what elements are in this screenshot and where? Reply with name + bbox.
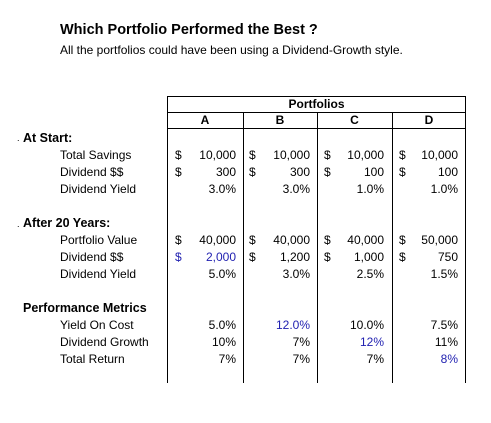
dollar-sign: $: [249, 233, 256, 247]
table-left-border: [167, 96, 168, 383]
cell-value: 7%: [366, 352, 384, 366]
column-divider-bc: [317, 112, 318, 383]
cell-value: 10,000: [273, 148, 310, 162]
column-header-c: C: [350, 113, 359, 127]
dollar-sign: $: [249, 250, 256, 264]
cell-value: 40,000: [199, 233, 236, 247]
cell-value: 10,000: [421, 148, 458, 162]
portfolios-header: Portfolios: [288, 97, 345, 111]
row-label: Dividend Yield: [60, 267, 137, 281]
column-header-divider: [167, 128, 466, 129]
dollar-sign: $: [249, 165, 256, 179]
cell-value: 7%: [292, 335, 310, 349]
cell-value-highlighted: 2,000: [205, 250, 236, 264]
section-marker: .: [17, 219, 20, 229]
dollar-sign-highlighted: $: [175, 250, 182, 264]
cell-value: 3.0%: [282, 182, 310, 196]
column-header-d: D: [424, 113, 434, 127]
cell-value: 1,000: [353, 250, 384, 264]
cell-value: 40,000: [273, 233, 310, 247]
dollar-sign: $: [324, 250, 331, 264]
cell-value: 10.0%: [349, 318, 384, 332]
dollar-sign: $: [399, 250, 406, 264]
cell-value: 300: [289, 165, 310, 179]
dollar-sign: $: [324, 148, 331, 162]
cell-value-highlighted: 12.0%: [275, 318, 310, 332]
column-header-b: B: [275, 113, 285, 127]
cell-value: 3.0%: [282, 267, 310, 281]
row-label: Total Return: [60, 352, 125, 366]
cell-value: 7%: [218, 352, 236, 366]
cell-value: 5.0%: [208, 318, 236, 332]
cell-value-highlighted: 8%: [440, 352, 458, 366]
table-right-border: [465, 96, 466, 383]
column-divider-ab: [243, 112, 244, 383]
cell-value: 1,200: [279, 250, 310, 264]
cell-value: 300: [215, 165, 236, 179]
section-title-after-20-years: After 20 Years:: [23, 216, 111, 230]
dollar-sign: $: [175, 148, 182, 162]
cell-value: 1.0%: [356, 182, 384, 196]
row-label: Portfolio Value: [60, 233, 138, 247]
row-label: Dividend $$: [60, 165, 124, 179]
cell-value: 10,000: [199, 148, 236, 162]
row-label: Dividend $$: [60, 250, 124, 264]
cell-value: 10,000: [347, 148, 384, 162]
cell-value: 1.5%: [430, 267, 458, 281]
dollar-sign: $: [324, 233, 331, 247]
dollar-sign: $: [399, 165, 406, 179]
section-marker: .: [17, 133, 20, 143]
dollar-sign: $: [249, 148, 256, 162]
row-label: Dividend Growth: [60, 335, 149, 349]
dollar-sign: $: [324, 165, 331, 179]
dollar-sign: $: [175, 165, 182, 179]
row-label: Yield On Cost: [60, 318, 134, 332]
cell-value: 100: [363, 165, 384, 179]
cell-value: 100: [437, 165, 458, 179]
column-divider-cd: [392, 112, 393, 383]
cell-value: 7.5%: [430, 318, 458, 332]
cell-value-highlighted: 12%: [359, 335, 384, 349]
cell-value: 7%: [292, 352, 310, 366]
header-divider: [167, 112, 466, 113]
dollar-sign: $: [175, 233, 182, 247]
dollar-sign: $: [399, 148, 406, 162]
cell-value: 5.0%: [208, 267, 236, 281]
cell-value: 1.0%: [430, 182, 458, 196]
row-label: Total Savings: [60, 148, 132, 162]
cell-value: 50,000: [421, 233, 458, 247]
cell-value: 10%: [211, 335, 236, 349]
row-label: Dividend Yield: [60, 182, 137, 196]
section-title-at-start: At Start:: [23, 131, 73, 145]
page-title: Which Portfolio Performed the Best ?: [60, 22, 318, 38]
column-header-a: A: [200, 113, 210, 127]
cell-value: 11%: [434, 335, 458, 349]
dollar-sign: $: [399, 233, 406, 247]
section-title-performance-metrics: Performance Metrics: [23, 301, 147, 315]
cell-value: 2.5%: [356, 267, 384, 281]
cell-value: 750: [437, 250, 458, 264]
table-top-border: [167, 96, 466, 97]
cell-value: 40,000: [347, 233, 384, 247]
cell-value: 3.0%: [208, 182, 236, 196]
page-subtitle: All the portfolios could have been using…: [60, 43, 403, 57]
